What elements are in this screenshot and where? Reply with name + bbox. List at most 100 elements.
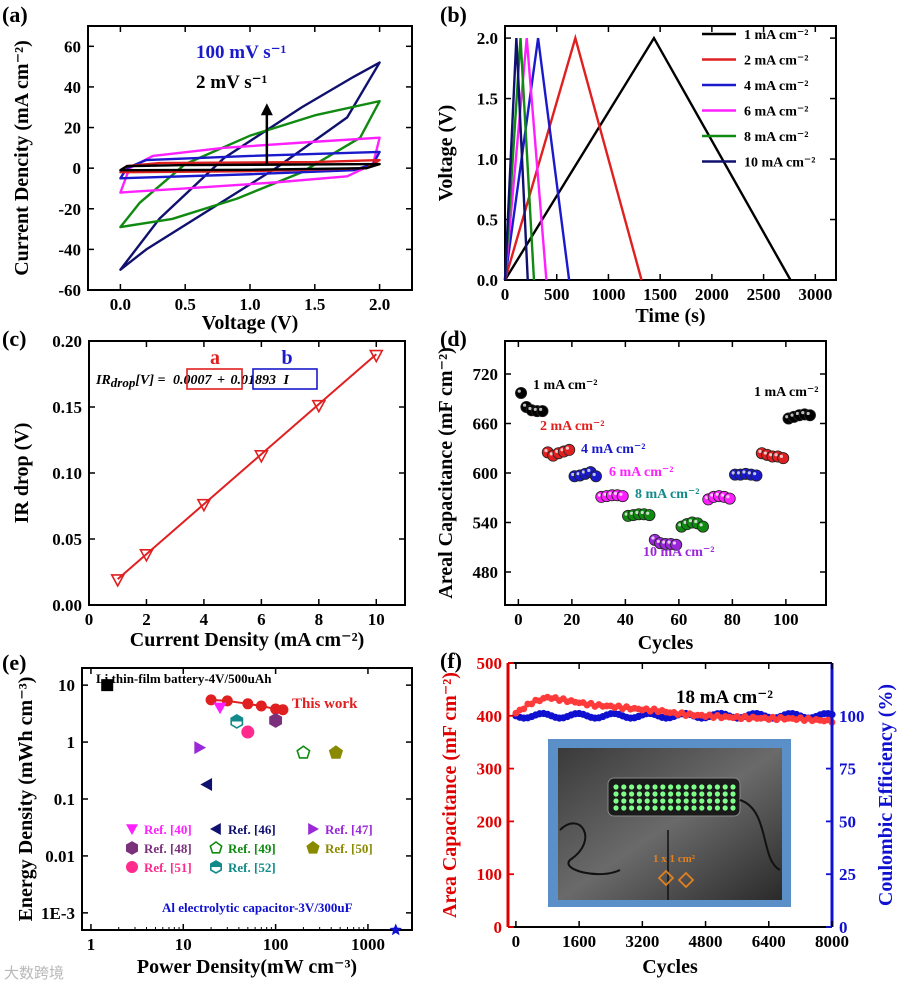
scan-arrow-head	[260, 103, 273, 116]
data-point	[696, 520, 709, 533]
cv-loop	[119, 61, 381, 271]
led-light	[613, 784, 619, 790]
y-tick-label: 40	[64, 78, 81, 97]
cv-loop	[119, 162, 381, 172]
marker-hexagon	[269, 712, 283, 728]
led-light	[714, 784, 721, 790]
led-light	[652, 805, 658, 811]
data-point-highlight	[523, 403, 527, 407]
x-tick-label: 60	[670, 610, 687, 629]
y-tick-label: 0.05	[52, 530, 82, 549]
led-light	[707, 798, 713, 804]
led-light	[730, 805, 736, 811]
x-tick-label: 80	[724, 610, 741, 629]
led-light	[714, 805, 721, 811]
rate-label: 1 mA cm⁻²	[533, 378, 597, 393]
data-point	[368, 349, 384, 364]
led-light	[660, 805, 666, 811]
x-tick-label: 0	[85, 610, 94, 629]
led-light	[683, 805, 689, 811]
rate-label: 6 mA cm⁻²	[609, 465, 673, 480]
y-tick-label: 60	[64, 37, 81, 56]
led-light	[675, 784, 682, 790]
marker-triangle-left	[200, 777, 213, 791]
equation-part: drop	[111, 375, 136, 390]
led-light	[707, 791, 713, 797]
annotation-2mv: 2 mV s⁻¹	[196, 72, 267, 93]
fit-equation: IRdrop[V] = 0.0007 + 0.01893 I	[95, 373, 289, 390]
y-tick-label: 1E-3	[41, 904, 75, 923]
x-tick-label: 40	[617, 610, 634, 629]
data-point-highlight	[592, 472, 596, 477]
y-tick-label: 1.5	[477, 90, 498, 109]
panel-label: (b)	[440, 2, 467, 27]
rate-label: 10 mA cm⁻²	[643, 545, 714, 560]
x-tick-label: 0.5	[175, 295, 196, 314]
led-light	[699, 791, 705, 797]
marker-pentagon	[209, 841, 223, 854]
led-light	[699, 798, 705, 804]
x-tick-label: 100	[263, 935, 289, 954]
x-tick-label: 1.0	[239, 295, 260, 314]
marker-circle	[241, 725, 255, 739]
data-point-highlight	[656, 539, 660, 543]
led-light	[644, 784, 650, 790]
data-point-highlight	[672, 541, 677, 545]
device-marker	[677, 871, 695, 889]
panel-d: 0 20 40 60 80 100 480 540 600 660 720 1 mA cm⁻² 2 mA…	[435, 326, 827, 654]
data-point-highlight	[758, 449, 762, 453]
data-point-highlight	[726, 495, 730, 499]
led-light	[707, 805, 713, 811]
data-point-highlight	[737, 471, 741, 475]
x-axis-label: Time (s)	[635, 305, 705, 327]
gcd-curve	[503, 35, 792, 281]
panel-label: (e)	[2, 650, 26, 675]
legend-label: Ref. [49]	[228, 841, 276, 856]
y-axis-label: IR drop (V)	[11, 423, 33, 524]
led-light	[668, 791, 674, 797]
y-tick-label: 2.0	[477, 29, 498, 48]
x-tick-label: 1500	[643, 285, 677, 304]
x-tick-label: 0	[512, 932, 521, 951]
data-point-highlight	[613, 491, 618, 496]
x-tick-label: 2500	[747, 285, 781, 304]
data-point-highlight	[731, 471, 735, 475]
equation-part: [V] =	[135, 373, 165, 388]
equation-part: +	[217, 373, 225, 388]
y-tick-label: 1.0	[477, 150, 498, 169]
inset-wire	[559, 822, 621, 876]
x-tick-label: 10	[368, 610, 385, 629]
x-axis-label: Current Density (mA cm⁻²)	[130, 629, 364, 651]
y-tick-label-right: 50	[839, 812, 856, 831]
led-light	[683, 791, 689, 797]
gcd-curve	[503, 37, 571, 281]
data-point-highlight	[801, 411, 805, 415]
data-point-highlight	[528, 406, 532, 411]
annotation-li-battery: Li thin-film battery-4V/500uAh	[96, 671, 272, 686]
led-light	[714, 798, 721, 804]
led-light	[636, 784, 643, 790]
data-point-highlight	[651, 536, 655, 540]
marker-pentagon	[328, 745, 344, 759]
legend-label: 6 mA cm⁻²	[744, 105, 808, 120]
x-tick-label: 0	[514, 610, 523, 629]
data-point-highlight	[704, 496, 709, 500]
data-point	[515, 386, 528, 399]
rate-label: 8 mA cm⁻²	[635, 487, 699, 502]
data-point-highlight	[646, 511, 650, 515]
led-light	[668, 798, 674, 804]
y-tick-label: 660	[473, 415, 499, 434]
y-axis-label: Energy Density (mWh cm⁻³)	[15, 677, 37, 922]
y-tick-label: 500	[477, 654, 503, 673]
y-tick-label-right: 0	[839, 918, 848, 937]
y-axis-label: Area Capacitance (mF cm⁻²)	[439, 672, 461, 918]
legend-label: Ref. [46]	[228, 822, 276, 837]
data-point-highlight	[597, 493, 602, 497]
y-tick-label: 600	[473, 464, 499, 483]
data-point-highlight	[678, 523, 682, 527]
x-tick-label: 6400	[752, 932, 786, 951]
led-light	[722, 798, 728, 804]
marker-hexagon	[126, 841, 138, 855]
legend-label: 1 mA cm⁻²	[744, 28, 808, 43]
led-light	[675, 791, 682, 797]
